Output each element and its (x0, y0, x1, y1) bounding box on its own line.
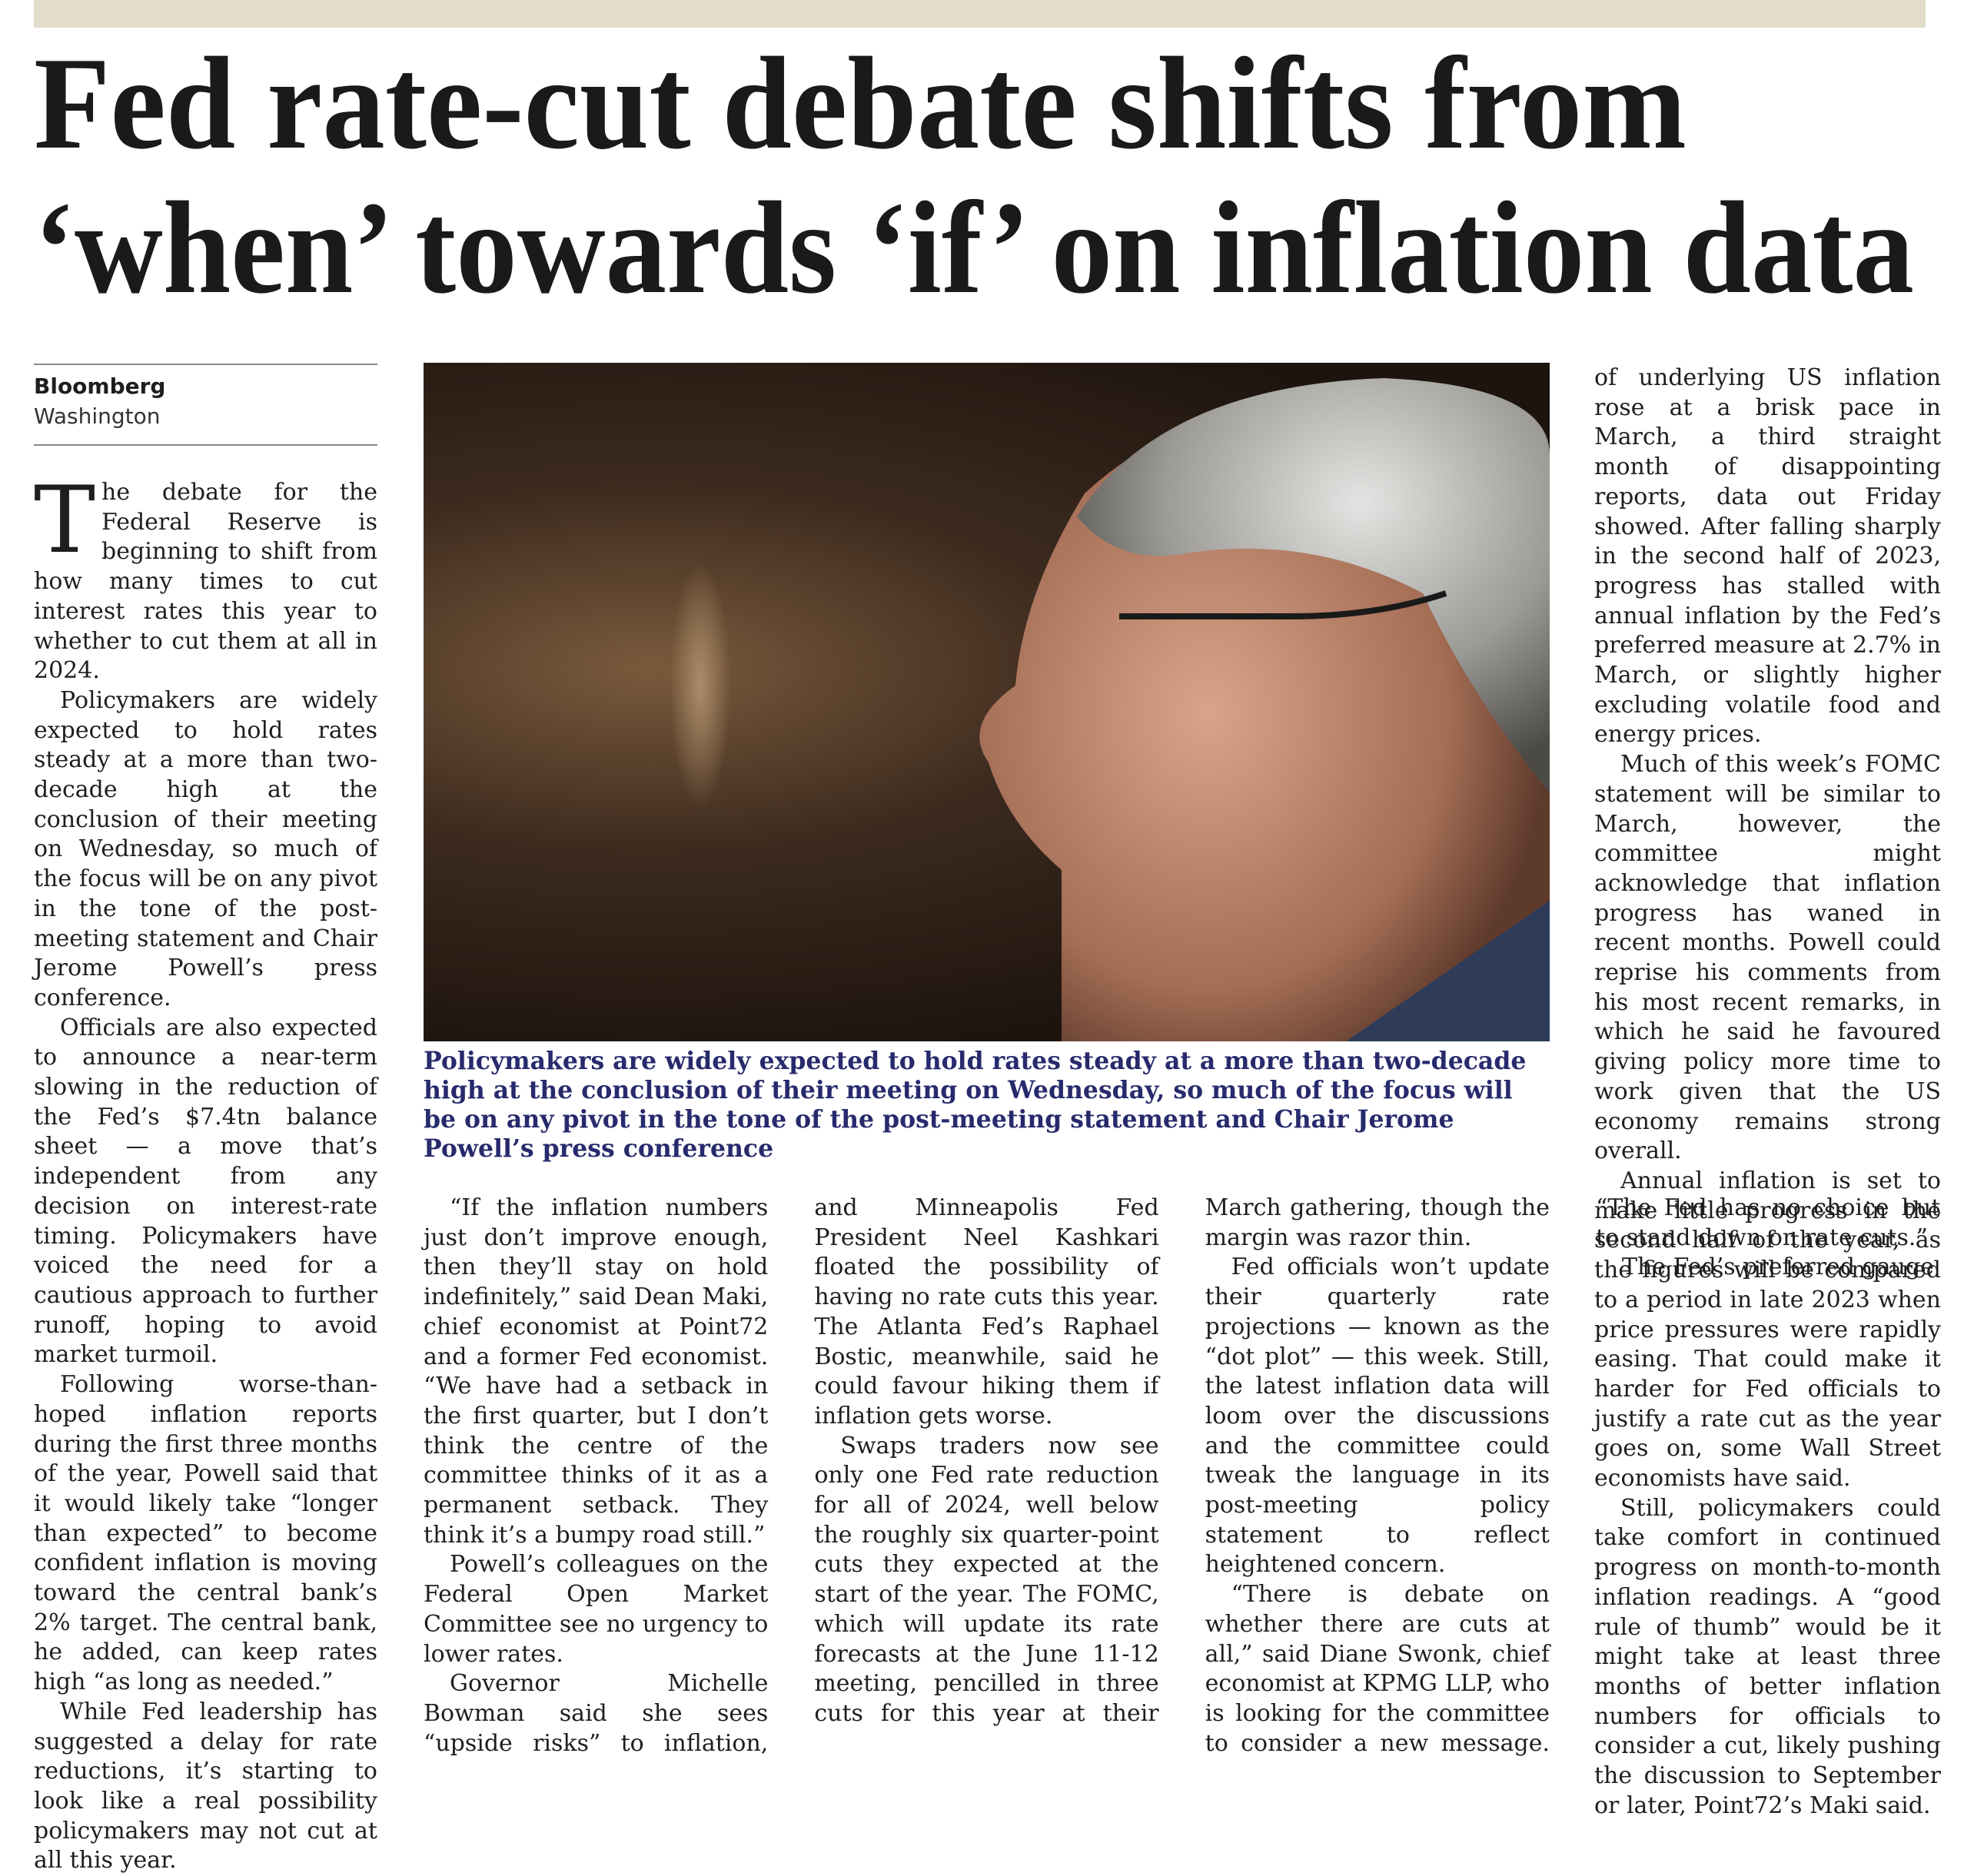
byline-source: Bloomberg (34, 374, 166, 399)
paragraph: While Fed leadership has suggested a del… (34, 1698, 377, 1874)
photo (424, 363, 1550, 1041)
photo-caption: Policymakers are widely expected to hold… (424, 1047, 1527, 1163)
paragraph: Much of this week’s FOMC statement will … (1594, 751, 1941, 1165)
paragraph: “If the inflation numbers just don’t imp… (424, 1194, 769, 1549)
paragraph: “There is debate on whether there are cu… (1205, 1194, 1941, 1757)
paragraph: Governor Michelle Bowman said she sees “… (424, 1194, 1159, 1757)
photo-illustration (670, 378, 1550, 1041)
article-column: of underlying US inflation rose at a bri… (1594, 364, 1941, 1821)
article-column: “If the inflation numbers just don’t imp… (424, 1194, 1940, 1762)
rule (34, 364, 377, 365)
suit (1346, 901, 1550, 1041)
paragraph: Fed officials won’t update their quarter… (1205, 1253, 1550, 1579)
headline-line: Fed rate-cut debate shifts from (34, 31, 1687, 177)
headline: Fed rate-cut debate shifts from ‘when’ t… (34, 31, 1914, 321)
paragraph: The Fed’s preferred gauge (1621, 1253, 1934, 1281)
bokeh (670, 563, 731, 809)
paragraph: of underlying US inflation rose at a bri… (1594, 364, 1941, 749)
paragraph: Still, policymakers could take comfort i… (1594, 1494, 1941, 1819)
byline-location: Washington (34, 403, 161, 429)
paragraph: Powell’s colleagues on the Federal Open … (424, 1551, 769, 1668)
paragraph: Policymakers are widely expected to hold… (34, 686, 377, 1011)
top-bar (34, 0, 1926, 28)
paragraph: The debate for the Federal Reserve is be… (34, 467, 377, 685)
headline-line: ‘when’ towards ‘if’ on inflation data (34, 175, 1914, 321)
page: Fed rate-cut debate shifts from ‘when’ t… (34, 0, 1941, 1874)
paragraph: Annual inflation is set to make little p… (1594, 1167, 1941, 1492)
article-column: The debate for the Federal Reserve is be… (34, 467, 377, 1876)
rule (34, 444, 377, 446)
hair (1077, 378, 1550, 793)
paragraph: Swaps traders now see only one Fed rate … (814, 1194, 1550, 1727)
paragraph: Following worse-than-hoped inflation rep… (34, 1371, 377, 1696)
glasses (1119, 590, 1447, 619)
paragraph: Officials are also expected to announce … (34, 1014, 377, 1369)
